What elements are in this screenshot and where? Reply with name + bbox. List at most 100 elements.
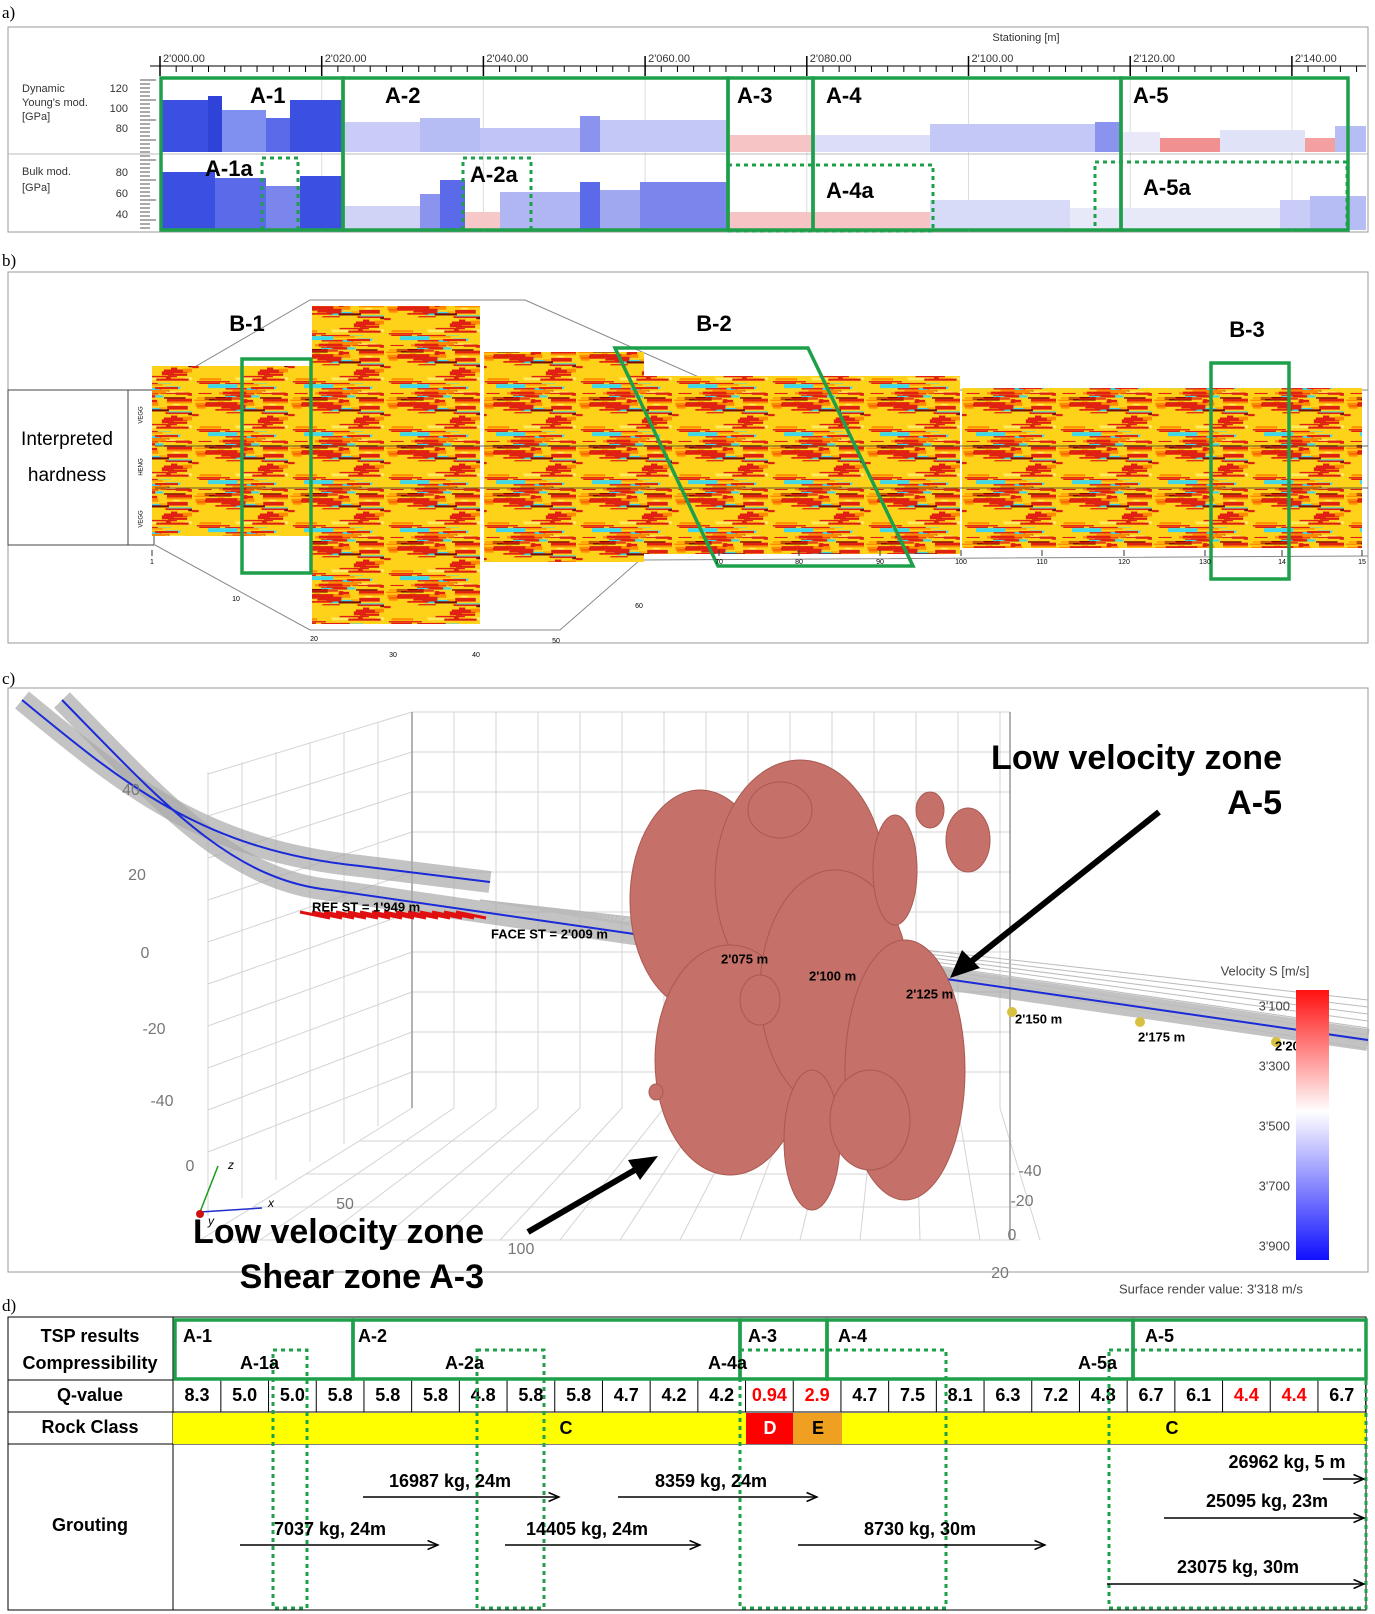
station-label: 2'175 m	[1138, 1029, 1185, 1044]
zone-label: A-1	[250, 83, 285, 108]
row-label: Bulk mod.	[22, 166, 71, 178]
profile-bar	[480, 128, 580, 152]
annotation: Low velocity zone	[991, 739, 1282, 777]
station-label: 2'125 m	[906, 986, 953, 1001]
velocity-body	[649, 1084, 663, 1100]
rock-class: C	[560, 1418, 573, 1438]
panel-label: a)	[2, 3, 15, 22]
velocity-body	[916, 792, 944, 828]
station-dot	[1135, 1017, 1145, 1027]
velocity-body	[748, 782, 812, 838]
annotation: Shear zone A-3	[240, 1258, 484, 1296]
tick-label: 2'120.00	[1133, 53, 1175, 65]
q-value: 2.9	[805, 1385, 830, 1405]
row-label: Young's mod.	[22, 97, 88, 109]
q-value: 8.1	[948, 1385, 973, 1405]
zone-label: A-5	[1133, 83, 1168, 108]
caption: Surface render value: 3'318 m/s	[1119, 1281, 1303, 1296]
profile-bar	[500, 192, 580, 230]
zone-label: B-3	[1229, 317, 1264, 342]
profile-bar	[300, 176, 343, 230]
tick-label: 40	[472, 652, 480, 659]
profile-bar	[728, 135, 813, 152]
zone-label: A-4	[838, 1326, 867, 1346]
rock-class: D	[764, 1418, 777, 1438]
q-value: 6.3	[995, 1385, 1020, 1405]
tick-label: 120	[110, 83, 128, 95]
station-label: 2'150 m	[1015, 1011, 1062, 1026]
zone-label: A-5	[1145, 1326, 1174, 1346]
strip-label: VEGG	[139, 510, 145, 528]
annotation: Low velocity zone	[193, 1213, 484, 1251]
q-value: 5.8	[328, 1385, 353, 1405]
tick-label: 20	[128, 867, 146, 884]
rock-class: C	[1166, 1418, 1179, 1438]
tick-label: 20	[310, 636, 318, 643]
profile-bar	[440, 180, 465, 230]
tick-label: 50	[336, 1196, 354, 1213]
tick-label: 0	[1008, 1227, 1017, 1244]
hardness-map	[152, 366, 312, 536]
profile-bar	[215, 178, 266, 230]
q-value: 5.0	[232, 1385, 257, 1405]
row-label: Compressibility	[22, 1353, 157, 1373]
profile-bar	[343, 206, 420, 230]
tick-label: 20	[991, 1265, 1009, 1282]
velocity-body	[740, 975, 780, 1025]
annotation: A-5	[1227, 784, 1282, 822]
profile-bar	[1305, 138, 1335, 152]
legend-tick: 3'900	[1259, 1238, 1290, 1253]
q-value: 5.8	[423, 1385, 448, 1405]
tick-label: 2'000.00	[163, 53, 205, 65]
hardness-map	[962, 388, 1362, 548]
tick-label: 40	[122, 782, 140, 799]
q-value: 5.0	[280, 1385, 305, 1405]
profile-bar	[266, 186, 300, 230]
profile-bar	[1095, 122, 1121, 152]
grouting-label: 8730 kg, 30m	[864, 1519, 976, 1539]
panel-label: d)	[2, 1296, 16, 1315]
subzone-label: A-5a	[1143, 175, 1191, 200]
grouting-label: 14405 kg, 24m	[526, 1519, 648, 1539]
zone-label: A-3	[748, 1326, 777, 1346]
zone-label: B-2	[696, 311, 731, 336]
q-value: 6.7	[1138, 1385, 1163, 1405]
q-value: 4.4	[1282, 1385, 1307, 1405]
profile-bar	[1280, 200, 1310, 230]
zone-label: A-2	[385, 83, 420, 108]
profile-bar	[813, 135, 930, 152]
zone-label: B-1	[229, 311, 264, 336]
legend-tick: 3'100	[1259, 998, 1290, 1013]
tick-label: 1	[150, 559, 154, 566]
tick-label: 15	[1358, 559, 1366, 566]
q-value: 4.4	[1234, 1385, 1259, 1405]
profile-bar	[266, 118, 290, 152]
tick-label: 60	[116, 188, 128, 200]
table-frame	[8, 1317, 1366, 1610]
profile-bar	[1160, 138, 1220, 152]
rock-class-cell	[173, 1413, 746, 1444]
tick-label: 100	[508, 1241, 535, 1258]
q-value: 5.8	[566, 1385, 591, 1405]
subzone-label: A-1a	[240, 1353, 280, 1373]
profile-bar	[600, 120, 728, 152]
tick-label: 2'100.00	[972, 53, 1014, 65]
row-label: Grouting	[52, 1515, 128, 1535]
profile-bar	[222, 110, 266, 152]
station-label: 2'075 m	[721, 951, 768, 966]
profile-bar	[1220, 130, 1305, 152]
row-label: TSP results	[41, 1326, 140, 1346]
colorbar	[1296, 990, 1329, 1260]
q-value: 4.2	[661, 1385, 686, 1405]
profile-bar	[728, 212, 930, 230]
grouting-label: 25095 kg, 23m	[1206, 1491, 1328, 1511]
rock-class-cell	[842, 1413, 1366, 1444]
velocity-body	[830, 1070, 910, 1170]
panel-label: c)	[2, 669, 15, 688]
q-value: 4.7	[852, 1385, 877, 1405]
axis-title: Stationing [m]	[992, 32, 1059, 44]
tick-label: 0	[141, 945, 150, 962]
zone-label: A-3	[737, 83, 772, 108]
legend-tick: 3'300	[1259, 1058, 1290, 1073]
tick-label: 90	[876, 559, 884, 566]
